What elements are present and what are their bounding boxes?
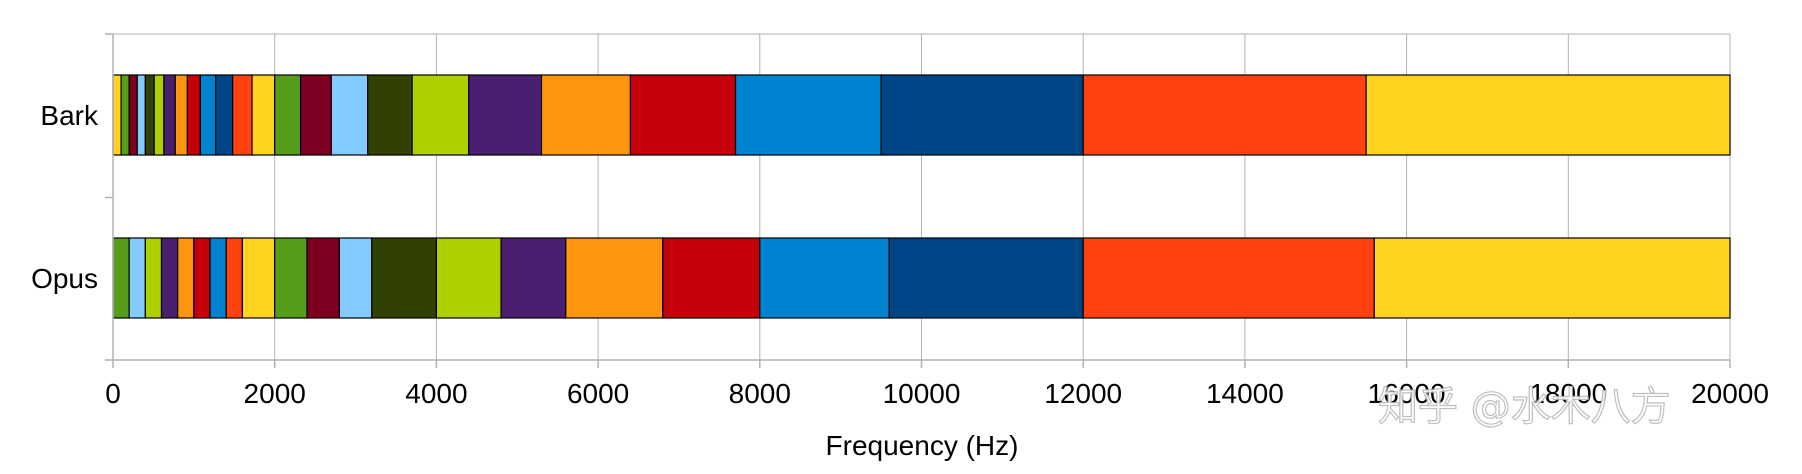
band-bark-14 (299, 74, 332, 156)
x-tick-label-2: 4000 (405, 378, 467, 409)
bars (112, 74, 1731, 319)
band-opus-15 (565, 237, 664, 319)
watermark-text: 知乎 @水木八方 (1378, 384, 1671, 430)
x-tick-labels: 0 2000 4000 6000 8000 10000 12000 14000 16000 180… (105, 378, 1769, 409)
x-tick-label-0: 0 (105, 378, 121, 409)
band-bark-7 (174, 74, 188, 156)
band-bark-16 (367, 74, 413, 156)
band-bark-20 (629, 74, 737, 156)
band-opus-12 (371, 237, 438, 319)
band-bark-19 (540, 74, 632, 156)
band-bark-5 (153, 74, 165, 156)
band-bark-8 (186, 74, 201, 156)
band-bark-17 (411, 74, 470, 156)
band-bark-11 (232, 74, 253, 156)
band-opus-8 (241, 237, 276, 319)
band-opus-6 (209, 237, 227, 319)
band-opus-14 (500, 237, 567, 319)
band-opus-16 (662, 237, 761, 319)
band-bark-18 (468, 74, 543, 156)
band-opus-10 (306, 237, 340, 319)
band-bark-10 (215, 74, 234, 156)
x-tick-label-6: 12000 (1044, 378, 1122, 409)
band-opus-20 (1373, 237, 1731, 319)
band-opus-17 (759, 237, 890, 319)
axes (105, 33, 1731, 368)
band-opus-3 (160, 237, 179, 319)
band-bark-4 (144, 74, 155, 156)
band-opus-11 (338, 237, 373, 319)
x-tick-label-3: 6000 (567, 378, 629, 409)
band-bark-13 (274, 74, 302, 156)
category-labels: Bark Opus (31, 100, 99, 294)
band-bark-15 (330, 74, 369, 156)
x-axis-title: Frequency (Hz) (826, 430, 1019, 461)
band-bark-12 (251, 74, 276, 156)
band-bark-21 (734, 74, 882, 156)
band-opus-13 (435, 237, 502, 319)
band-bark-3 (136, 74, 146, 156)
band-bark-6 (163, 74, 176, 156)
band-bark-1 (120, 74, 130, 156)
x-tick-label-8: 16000 (1368, 378, 1446, 409)
x-tick-label-4: 8000 (729, 378, 791, 409)
band-opus-19 (1082, 237, 1375, 319)
band-opus-18 (888, 237, 1084, 319)
category-label-bark: Bark (40, 100, 99, 131)
category-label-opus: Opus (31, 263, 98, 294)
band-bark-9 (199, 74, 217, 156)
band-opus-5 (193, 237, 211, 319)
band-opus-1 (128, 237, 146, 319)
bar-bark (112, 74, 1731, 156)
band-opus-4 (177, 237, 195, 319)
band-opus-9 (274, 237, 308, 319)
band-opus-2 (144, 237, 163, 319)
band-bark-0 (112, 74, 122, 156)
band-opus-0 (112, 237, 130, 319)
band-bark-23 (1082, 74, 1367, 156)
band-bark-24 (1365, 74, 1731, 156)
x-tick-label-9: 18000 (1529, 378, 1607, 409)
band-opus-7 (225, 237, 243, 319)
band-bark-2 (128, 74, 138, 156)
x-tick-label-1: 2000 (244, 378, 306, 409)
bar-opus (112, 237, 1731, 319)
x-tick-label-10: 20000 (1691, 378, 1769, 409)
x-tick-label-5: 10000 (883, 378, 961, 409)
x-tick-label-7: 14000 (1206, 378, 1284, 409)
band-bark-22 (880, 74, 1084, 156)
